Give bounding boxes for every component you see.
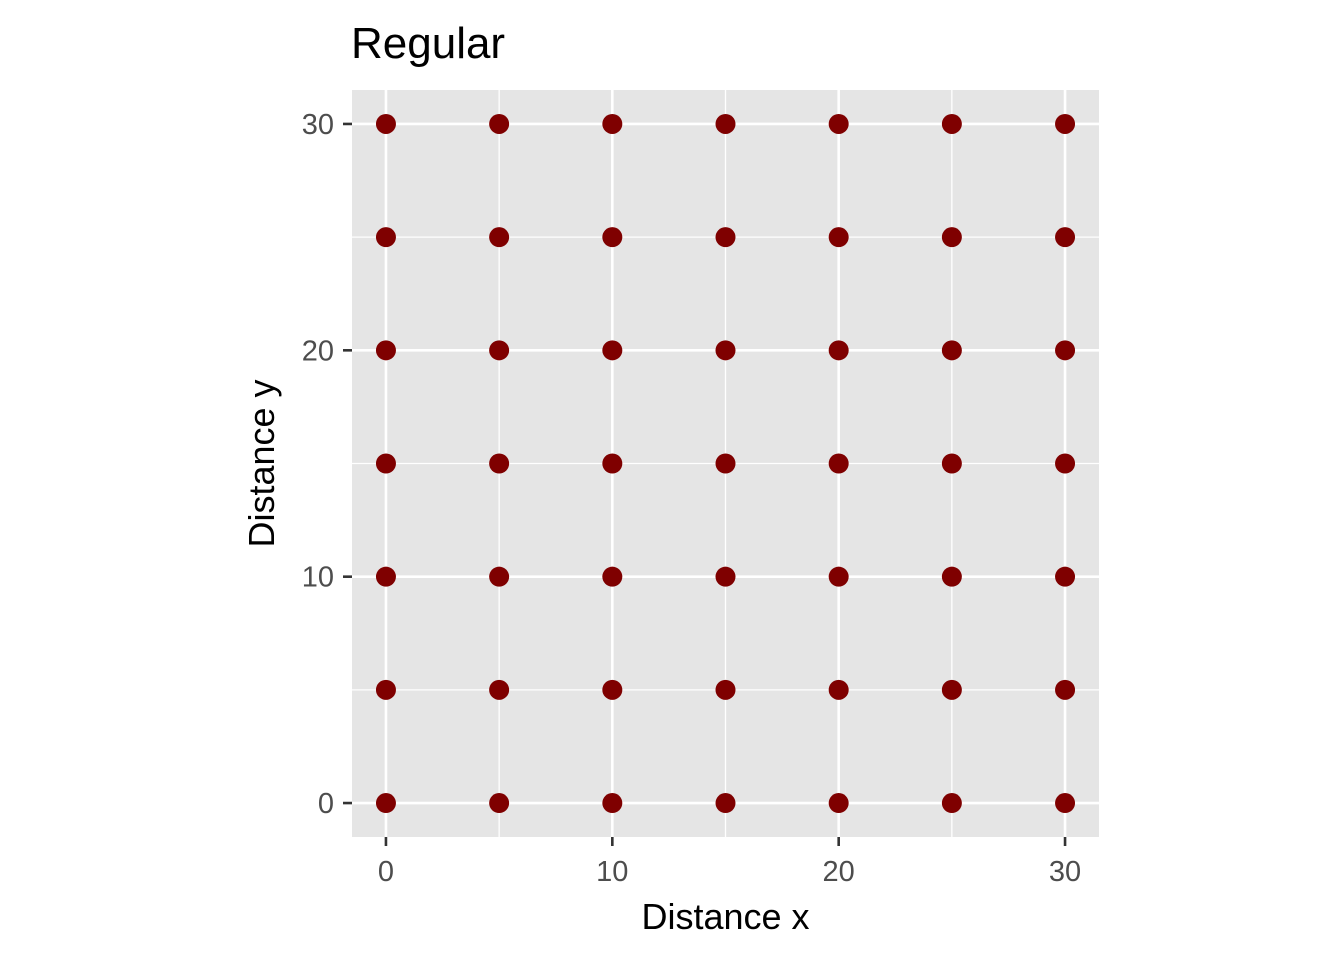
x-tick-label-10: 10 xyxy=(596,856,628,888)
y-tick-label-30: 30 xyxy=(302,109,334,141)
data-point-25 xyxy=(828,453,849,474)
data-point-24 xyxy=(715,453,736,474)
chart-title: Regular xyxy=(351,19,505,68)
data-point-22 xyxy=(489,453,510,474)
data-point-42 xyxy=(375,113,396,134)
data-point-1 xyxy=(489,793,510,814)
x-axis: 0 10 20 30 xyxy=(378,837,1081,888)
data-point-35 xyxy=(375,227,396,248)
x-tick-label-20: 20 xyxy=(823,856,855,888)
data-point-44 xyxy=(602,113,623,134)
data-point-46 xyxy=(828,113,849,134)
x-tick-label-30: 30 xyxy=(1049,856,1081,888)
data-point-0 xyxy=(375,793,396,814)
data-points xyxy=(375,113,1076,814)
y-tick-label-0: 0 xyxy=(318,788,334,820)
data-point-7 xyxy=(375,679,396,700)
data-point-34 xyxy=(1055,340,1076,361)
data-point-15 xyxy=(489,566,510,587)
data-point-48 xyxy=(1055,113,1076,134)
data-point-36 xyxy=(489,227,510,248)
x-axis-title: Distance x xyxy=(641,896,809,937)
data-point-39 xyxy=(828,227,849,248)
data-point-20 xyxy=(1055,566,1076,587)
y-tick-label-20: 20 xyxy=(302,335,334,367)
y-axis-title: Distance y xyxy=(241,379,282,547)
data-point-14 xyxy=(375,566,396,587)
data-point-11 xyxy=(828,679,849,700)
data-point-13 xyxy=(1055,679,1076,700)
data-point-41 xyxy=(1055,227,1076,248)
data-point-21 xyxy=(375,453,396,474)
x-tick-label-0: 0 xyxy=(378,856,394,888)
data-point-3 xyxy=(715,793,736,814)
data-point-29 xyxy=(489,340,510,361)
data-point-47 xyxy=(941,113,962,134)
data-point-37 xyxy=(602,227,623,248)
data-point-4 xyxy=(828,793,849,814)
data-point-30 xyxy=(602,340,623,361)
data-point-18 xyxy=(828,566,849,587)
data-point-6 xyxy=(1055,793,1076,814)
data-point-19 xyxy=(941,566,962,587)
data-point-10 xyxy=(715,679,736,700)
y-axis: 0 10 20 30 xyxy=(302,109,352,820)
data-point-26 xyxy=(941,453,962,474)
data-point-32 xyxy=(828,340,849,361)
data-point-27 xyxy=(1055,453,1076,474)
data-point-2 xyxy=(602,793,623,814)
data-point-31 xyxy=(715,340,736,361)
data-point-45 xyxy=(715,113,736,134)
data-point-33 xyxy=(941,340,962,361)
y-tick-label-10: 10 xyxy=(302,562,334,594)
data-point-43 xyxy=(489,113,510,134)
data-point-8 xyxy=(489,679,510,700)
data-point-38 xyxy=(715,227,736,248)
data-point-17 xyxy=(715,566,736,587)
data-point-9 xyxy=(602,679,623,700)
data-point-12 xyxy=(941,679,962,700)
data-point-16 xyxy=(602,566,623,587)
data-point-23 xyxy=(602,453,623,474)
data-point-40 xyxy=(941,227,962,248)
data-point-5 xyxy=(941,793,962,814)
data-point-28 xyxy=(375,340,396,361)
